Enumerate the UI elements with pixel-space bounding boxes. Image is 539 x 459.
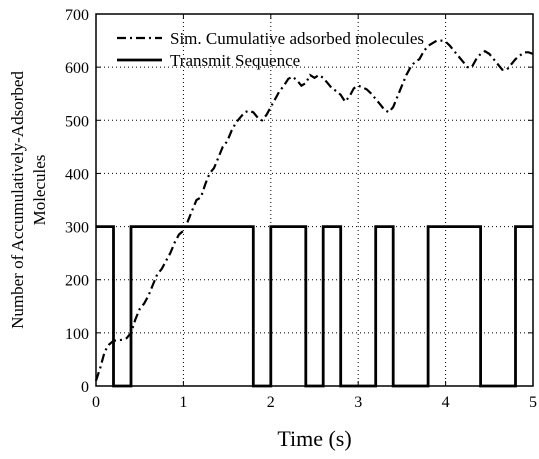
y-axis-label-line1: Number of Accumulatively-Adsorbed xyxy=(8,71,27,329)
x-tick-label: 4 xyxy=(442,394,450,411)
y-tick-label: 500 xyxy=(65,113,89,130)
x-tick-label: 3 xyxy=(354,394,362,411)
x-tick-label: 0 xyxy=(92,394,100,411)
y-tick-label: 700 xyxy=(65,7,89,24)
y-tick-label: 600 xyxy=(65,60,89,77)
grid xyxy=(96,14,533,386)
plot-frame xyxy=(95,13,534,387)
y-tick-label: 200 xyxy=(65,273,89,290)
series-layer xyxy=(94,39,534,388)
series-line-1 xyxy=(94,39,534,382)
y-axis-label-line2: Molecules xyxy=(30,155,49,226)
legend: Sim. Cumulative adsorbed molecules Transm… xyxy=(117,29,424,70)
legend-label-1: Sim. Cumulative adsorbed molecules xyxy=(170,29,424,48)
ticks: 0 1 2 3 4 5 0 100 200 300 400 500 600 700 xyxy=(65,7,537,411)
y-tick-label: 400 xyxy=(65,166,89,183)
x-tick-label: 2 xyxy=(267,394,275,411)
y-tick-label: 100 xyxy=(65,326,89,343)
x-tick-label: 5 xyxy=(529,394,537,411)
series-line-2 xyxy=(96,225,533,388)
legend-label-2: Transmit Sequence xyxy=(170,51,300,70)
x-tick-label: 1 xyxy=(179,394,187,411)
y-tick-label: 0 xyxy=(81,379,89,396)
x-axis-label: Time (s) xyxy=(277,426,351,451)
y-tick-label: 300 xyxy=(65,220,89,237)
